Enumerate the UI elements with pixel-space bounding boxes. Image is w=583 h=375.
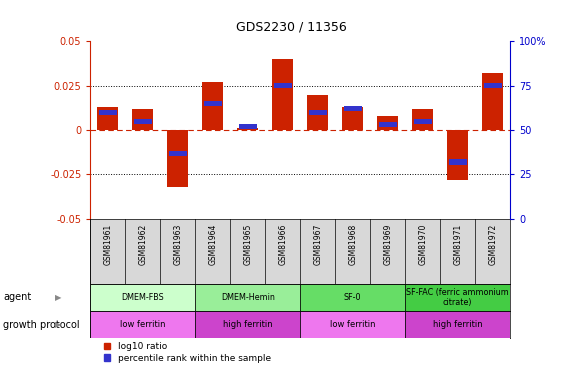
Bar bbox=[90, 284, 195, 311]
Text: ▶: ▶ bbox=[55, 293, 62, 302]
Text: GSM81964: GSM81964 bbox=[208, 224, 217, 266]
Legend: log10 ratio, percentile rank within the sample: log10 ratio, percentile rank within the … bbox=[103, 342, 272, 363]
Bar bbox=[300, 311, 405, 338]
Text: GSM81969: GSM81969 bbox=[383, 224, 392, 266]
Bar bbox=[344, 106, 361, 111]
Bar bbox=[167, 130, 188, 187]
Bar bbox=[412, 109, 433, 130]
Text: high ferritin: high ferritin bbox=[223, 320, 273, 329]
Bar bbox=[405, 284, 510, 311]
Bar bbox=[195, 311, 300, 338]
Bar bbox=[132, 109, 153, 130]
Text: DMEM-Hemin: DMEM-Hemin bbox=[221, 293, 275, 302]
Bar bbox=[447, 130, 468, 180]
Bar bbox=[449, 159, 466, 165]
Text: ▶: ▶ bbox=[55, 320, 62, 329]
Text: high ferritin: high ferritin bbox=[433, 320, 483, 329]
Bar bbox=[99, 110, 117, 115]
Text: GSM81968: GSM81968 bbox=[348, 224, 357, 266]
Bar bbox=[309, 110, 326, 115]
Bar bbox=[237, 128, 258, 130]
Text: GSM81965: GSM81965 bbox=[243, 224, 252, 266]
Text: SF-0: SF-0 bbox=[344, 293, 361, 302]
Bar bbox=[97, 107, 118, 130]
Text: DMEM-FBS: DMEM-FBS bbox=[121, 293, 164, 302]
Text: agent: agent bbox=[3, 292, 31, 302]
Bar bbox=[300, 284, 405, 311]
Bar bbox=[169, 150, 187, 156]
Text: GSM81966: GSM81966 bbox=[278, 224, 287, 266]
Text: GDS2230 / 11356: GDS2230 / 11356 bbox=[236, 21, 347, 34]
Bar bbox=[134, 118, 152, 124]
Text: GSM81962: GSM81962 bbox=[138, 224, 147, 266]
Text: low ferritin: low ferritin bbox=[120, 320, 166, 329]
Text: GSM81970: GSM81970 bbox=[418, 224, 427, 266]
Bar bbox=[274, 83, 292, 88]
Bar bbox=[405, 311, 510, 338]
Text: GSM81961: GSM81961 bbox=[103, 224, 113, 266]
Bar bbox=[377, 116, 398, 130]
Text: GSM81963: GSM81963 bbox=[173, 224, 182, 266]
Text: growth protocol: growth protocol bbox=[3, 320, 79, 330]
Bar bbox=[342, 107, 363, 130]
Text: SF-FAC (ferric ammonium
citrate): SF-FAC (ferric ammonium citrate) bbox=[406, 288, 509, 307]
Text: GSM81967: GSM81967 bbox=[313, 224, 322, 266]
Bar bbox=[272, 59, 293, 130]
Bar bbox=[204, 101, 222, 106]
Bar bbox=[90, 311, 195, 338]
Bar bbox=[414, 118, 431, 124]
Bar bbox=[195, 284, 300, 311]
Text: GSM81971: GSM81971 bbox=[453, 224, 462, 266]
Bar bbox=[482, 73, 503, 130]
Text: low ferritin: low ferritin bbox=[330, 320, 375, 329]
Bar bbox=[484, 83, 501, 88]
Bar bbox=[307, 94, 328, 130]
Text: GSM81972: GSM81972 bbox=[488, 224, 497, 266]
Bar bbox=[202, 82, 223, 130]
Bar bbox=[379, 122, 396, 128]
Bar bbox=[239, 124, 257, 129]
